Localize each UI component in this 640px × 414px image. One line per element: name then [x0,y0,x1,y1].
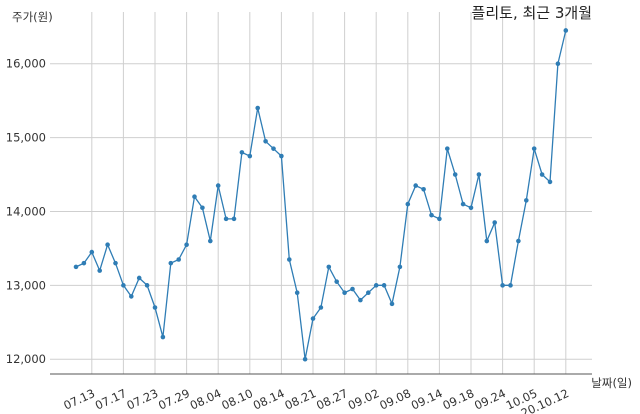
data-point [81,260,87,266]
data-point [516,238,521,244]
data-point [89,249,95,255]
y-tick-label: 13,000 [6,278,46,292]
data-point [231,216,237,222]
data-point [239,150,245,155]
data-point [129,294,134,299]
data-point [326,264,332,270]
x-tick-label: 09.08 [377,386,413,413]
data-point [73,264,79,270]
data-point [563,28,569,33]
x-tick-label: 08.04 [188,386,224,413]
data-point [287,257,292,262]
data-point [97,268,102,273]
data-point [500,283,505,288]
data-point [168,260,174,266]
data-point [484,238,490,244]
x-tick-labels: 07.1307.1707.2307.2908.0408.1008.1408.21… [61,386,571,414]
data-point [302,356,308,362]
data-point [334,279,340,284]
data-point [184,242,189,248]
data-point [508,283,513,288]
data-point [350,286,355,292]
data-point [445,146,450,151]
data-point [405,201,411,207]
y-tick-labels: 12,000 13,000 14,000 15,000 16,000 [6,57,46,367]
data-point [294,290,300,296]
data-point [121,283,126,288]
grid-lines [50,12,592,374]
x-tick-label: 07.23 [124,386,160,413]
data-point [318,305,324,310]
y-tick-label: 15,000 [6,131,46,145]
x-tick-label: 07.29 [156,386,192,413]
data-point [223,216,229,222]
price-points [73,28,569,362]
data-point [247,153,253,159]
data-point [208,238,213,244]
data-point [547,179,553,185]
data-point [279,153,284,159]
data-point [429,212,434,218]
chart-title: 플리토, 최근 3개월 [472,4,592,22]
data-point [160,334,166,340]
x-tick-label: 08.10 [219,386,255,413]
price-line [75,30,567,360]
data-point [200,205,205,211]
data-point [476,172,482,177]
data-point [555,61,561,67]
data-point [460,201,466,207]
data-point [215,183,221,188]
y-axis-label: 주가(원) [12,10,53,24]
data-point [437,216,442,222]
data-point [366,290,371,296]
x-tick-label: 09.24 [472,386,508,413]
data-point [531,146,537,151]
data-point [397,264,403,270]
data-point [468,205,474,211]
y-tick-label: 16,000 [6,57,46,71]
data-point [452,172,458,177]
x-axis-label: 날짜(일) [591,376,632,390]
data-point [144,283,150,288]
data-point [524,198,529,203]
data-point [373,283,379,288]
x-tick-label: 08.27 [314,386,350,413]
data-point [136,275,142,281]
y-tick-label: 12,000 [6,352,46,366]
data-point [271,146,276,151]
data-point [192,194,197,199]
x-tick-label: 08.14 [251,386,287,413]
data-point [413,183,419,188]
data-point [255,105,260,111]
data-point [113,260,118,266]
data-point [539,172,545,177]
data-point [176,257,181,262]
x-tick-label: 09.14 [409,386,445,413]
x-tick-label: 07.13 [61,386,97,413]
data-point [263,138,268,144]
data-point [152,305,158,310]
data-point [358,297,363,303]
x-tick-label: 09.02 [346,386,382,413]
data-point [310,316,316,321]
data-point [105,242,110,248]
data-point [492,220,498,225]
y-tick-label: 14,000 [6,204,46,218]
x-tick-label: 07.17 [93,386,129,413]
x-tick-label: 08.21 [282,386,318,413]
x-tick-label: 09.18 [440,386,476,413]
data-point [421,187,426,192]
data-point [389,301,395,307]
data-point [342,290,347,296]
data-point [381,283,387,288]
